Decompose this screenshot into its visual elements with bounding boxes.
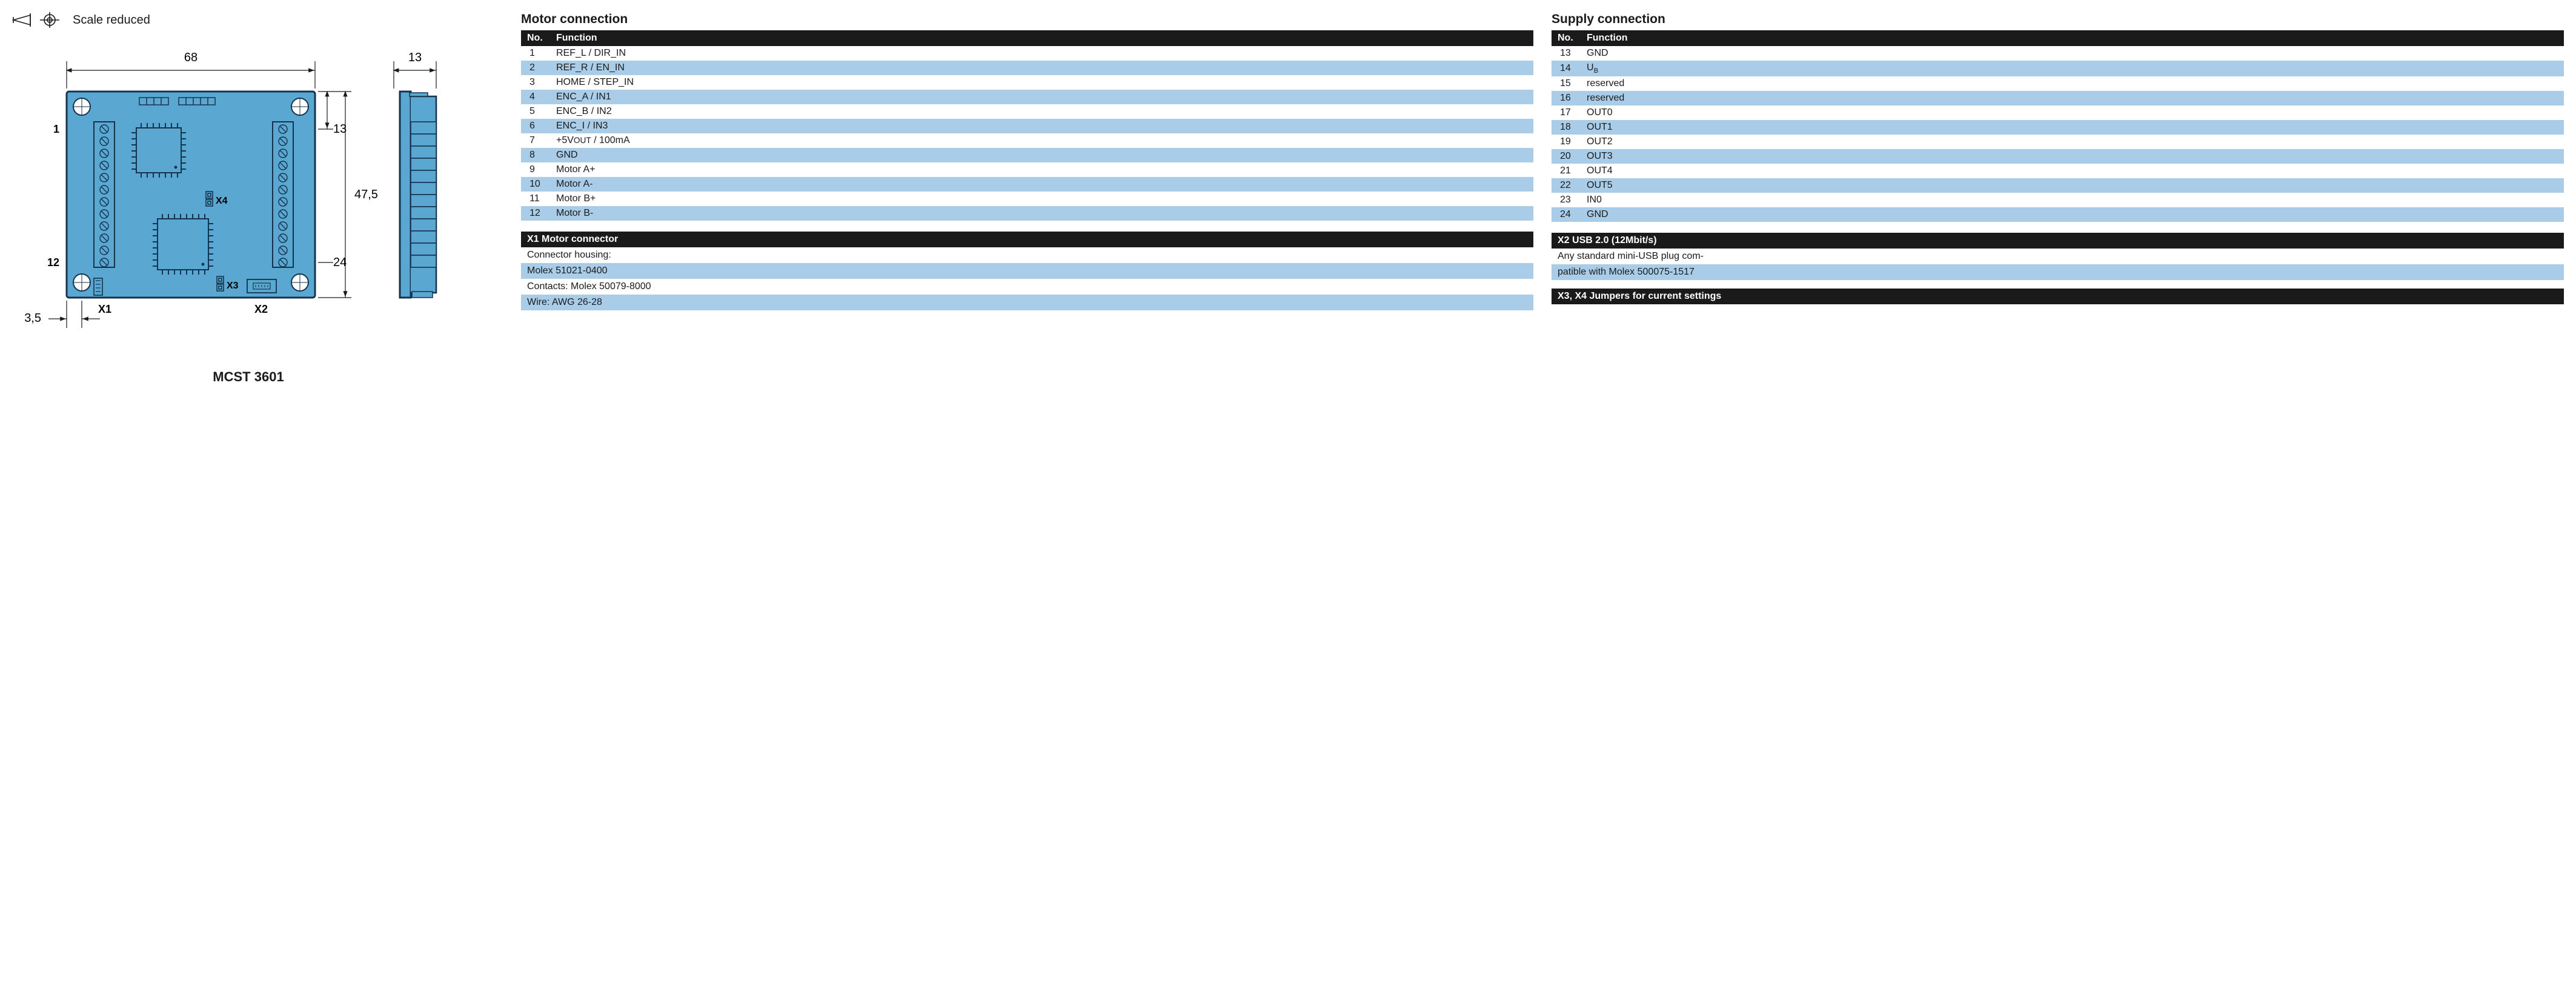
- technical-drawing-panel: Scale reduced 68: [12, 12, 485, 385]
- x2-usb-info: X2 USB 2.0 (12Mbit/s) Any standard mini-…: [1552, 233, 2564, 280]
- table-row: 3HOME / STEP_IN: [521, 75, 1533, 90]
- svg-text:12: 12: [47, 256, 59, 269]
- table-row: 11Motor B+: [521, 192, 1533, 206]
- table-row: 16reserved: [1552, 91, 2564, 105]
- svg-text:13: 13: [333, 122, 347, 136]
- svg-text:24: 24: [333, 256, 347, 269]
- table-row: 20OUT3: [1552, 149, 2564, 164]
- table-row: 24GND: [1552, 207, 2564, 222]
- x1-connector-info: X1 Motor connector Connector housing:Mol…: [521, 232, 1533, 310]
- info-row: Wire: AWG 26-28: [521, 295, 1533, 310]
- motor-connection-table: No. Function 1REF_L / DIR_IN2REF_R / EN_…: [521, 30, 1533, 221]
- table-row: 6ENC_I / IN3: [521, 119, 1533, 133]
- dim-width: 68: [184, 51, 198, 64]
- table-row: 7+5VOUT / 100mA: [521, 133, 1533, 148]
- pcb-top-and-side-drawing: 68 13: [12, 43, 485, 358]
- info-row: patible with Molex 500075-1517: [1552, 264, 2564, 280]
- table-row: 14UB: [1552, 61, 2564, 76]
- info-row: Connector housing:: [521, 247, 1533, 263]
- table-row: 8GND: [521, 148, 1533, 162]
- table-row: 10Motor A-: [521, 177, 1533, 192]
- scale-header: Scale reduced: [12, 12, 485, 28]
- supply-connection-column: Supply connection No. Function 13GND14UB…: [1552, 12, 2564, 319]
- table-row: 23IN0: [1552, 193, 2564, 207]
- table-row: 22OUT5: [1552, 178, 2564, 193]
- pcb-side-view: [400, 92, 436, 298]
- pcb-top-view: X4 X3: [67, 92, 315, 298]
- svg-text:3,5: 3,5: [24, 312, 41, 325]
- table-row: 13GND: [1552, 46, 2564, 61]
- table-row: 4ENC_A / IN1: [521, 90, 1533, 104]
- table-row: 18OUT1: [1552, 120, 2564, 135]
- scale-note: Scale reduced: [73, 13, 150, 27]
- table-row: 15reserved: [1552, 76, 2564, 91]
- table-row: 17OUT0: [1552, 105, 2564, 120]
- svg-text:X4: X4: [216, 196, 228, 206]
- motor-connection-title: Motor connection: [521, 12, 1533, 27]
- svg-text:47,5: 47,5: [354, 188, 378, 201]
- svg-text:X1: X1: [98, 303, 111, 315]
- info-row: Molex 51021-0400: [521, 263, 1533, 279]
- supply-connection-table: No. Function 13GND14UB15reserved16reserv…: [1552, 30, 2564, 222]
- table-row: 5ENC_B / IN2: [521, 104, 1533, 119]
- svg-text:X2: X2: [254, 303, 268, 315]
- svg-text:1: 1: [53, 123, 59, 135]
- table-row: 21OUT4: [1552, 164, 2564, 178]
- info-row: Any standard mini-USB plug com-: [1552, 249, 2564, 264]
- table-row: 12Motor B-: [521, 206, 1533, 221]
- x3-x4-jumpers-info: X3, X4 Jumpers for current settings: [1552, 289, 2564, 304]
- motor-connection-column: Motor connection No. Function 1REF_L / D…: [521, 12, 1533, 319]
- svg-text:X3: X3: [227, 281, 239, 291]
- table-row: 1REF_L / DIR_IN: [521, 46, 1533, 61]
- table-row: 9Motor A+: [521, 162, 1533, 177]
- supply-connection-title: Supply connection: [1552, 12, 2564, 27]
- table-row: 2REF_R / EN_IN: [521, 61, 1533, 75]
- projection-symbol-icon: [12, 12, 67, 28]
- dim-side-width: 13: [408, 51, 422, 64]
- info-row: Contacts: Molex 50079-8000: [521, 279, 1533, 295]
- table-row: 19OUT2: [1552, 135, 2564, 149]
- product-name: MCST 3601: [12, 369, 485, 385]
